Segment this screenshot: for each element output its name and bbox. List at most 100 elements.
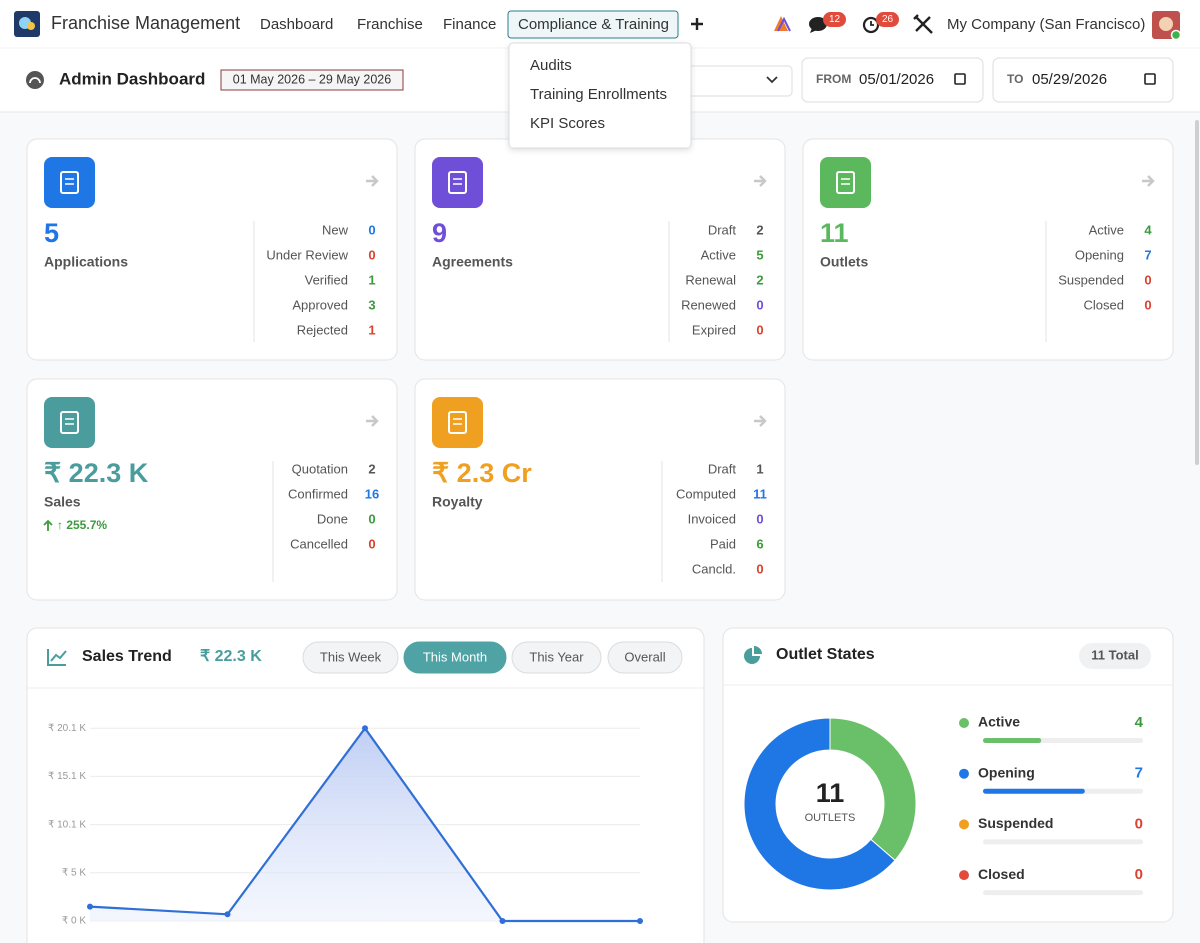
from-date-field[interactable] (801, 57, 984, 103)
card-arrow[interactable] (754, 415, 767, 427)
stat-name: Draft (708, 461, 737, 476)
summary-card[interactable]: 5 Applications New 0 Under Review 0 Verified 1 A… (26, 138, 398, 361)
scrollbar (1195, 120, 1199, 465)
online-dot (1170, 29, 1182, 41)
from-label: FROM (816, 72, 851, 86)
page-title: Admin Dashboard (59, 69, 205, 88)
legend-dot (959, 768, 969, 779)
messages-icon[interactable] (809, 17, 827, 31)
activities-icon-hands (870, 21, 874, 26)
card-box (414, 378, 786, 601)
card-icon-glyph (448, 171, 467, 194)
dropdown-panel (508, 42, 692, 149)
stat-value: 0 (368, 536, 375, 551)
card-box (26, 378, 398, 601)
card-arrow[interactable] (366, 415, 379, 427)
menu-item[interactable]: Franchise (357, 16, 423, 33)
dropdown-item[interactable]: Audits (530, 57, 572, 74)
sales-point (87, 903, 93, 910)
legend-name: Active (978, 714, 1020, 730)
stat-value: 0 (756, 322, 763, 337)
card-icon-glyph (60, 171, 79, 194)
calendar-icon[interactable] (954, 73, 966, 85)
stat-value: 0 (756, 561, 763, 576)
ai-icon-stroke (777, 16, 791, 32)
period-tab-label[interactable]: This Month (423, 649, 487, 664)
add-menu-icon[interactable] (691, 18, 703, 30)
to-date[interactable]: 05/29/2026 (1032, 71, 1107, 88)
progress-track (983, 839, 1143, 845)
summary-card[interactable]: 11 Outlets Active 4 Opening 7 Suspended 0 Closed… (802, 138, 1174, 361)
from-date[interactable]: 05/01/2026 (859, 71, 934, 88)
card-arrow[interactable] (754, 175, 767, 187)
settings-icon[interactable] (913, 14, 933, 34)
period-tab[interactable] (403, 641, 507, 674)
sales-total: ₹ 22.3 K (200, 648, 262, 665)
legend-name: Opening (978, 764, 1035, 780)
stat-value: 0 (368, 247, 375, 262)
stat-name: Paid (710, 536, 736, 551)
period-tab[interactable] (511, 641, 602, 674)
card-value: ₹ 22.3 K (44, 458, 149, 488)
summary-card[interactable]: ₹ 22.3 K Sales ↑ 255.7% Quotation 2 Confirmed… (26, 378, 398, 601)
dropdown-item[interactable]: Training Enrollments (530, 86, 667, 103)
sales-point (499, 918, 506, 924)
legend-value: 4 (1135, 714, 1144, 731)
stat-value: 0 (1144, 297, 1151, 312)
app-name[interactable]: Franchise Management (51, 13, 240, 33)
activities-count: 26 (882, 14, 894, 25)
summary-card[interactable]: ₹ 2.3 Cr Royalty Draft 1 Computed 11 Invoiced 0… (414, 378, 786, 601)
card-icon-lines (65, 178, 74, 185)
messages-badge (823, 12, 846, 27)
stat-name: Verified (305, 272, 348, 287)
card-icon (820, 157, 871, 208)
date-range: 01 May 2026 – 29 May 2026 (233, 72, 391, 86)
card-icon-lines (453, 178, 462, 185)
stat-name: New (322, 222, 349, 237)
stat-name: Renewal (685, 272, 736, 287)
card-icon (44, 157, 95, 208)
period-tab[interactable] (607, 641, 683, 674)
to-date-field[interactable] (992, 57, 1174, 103)
card-icon-lines (453, 418, 462, 425)
calendar-icon[interactable] (1144, 73, 1156, 85)
stat-name: Under Review (266, 247, 348, 262)
change-arrow-icon (43, 519, 53, 531)
active-menu-box (507, 10, 679, 39)
total-badge (1079, 643, 1151, 669)
card-arrow[interactable] (1142, 175, 1155, 187)
card-icon (432, 397, 483, 448)
sales-area (90, 728, 640, 921)
stat-value: 6 (756, 536, 763, 551)
summary-card[interactable]: 9 Agreements Draft 2 Active 5 Renewal 2 Renewed 0… (414, 138, 786, 361)
menu-item[interactable]: Compliance & Training (518, 16, 669, 33)
stat-name: Confirmed (288, 486, 348, 501)
progress-bar (983, 788, 1085, 794)
legend-name: Suspended (978, 815, 1053, 831)
menu-item[interactable]: Dashboard (260, 16, 333, 33)
legend-name: Closed (978, 866, 1025, 882)
card-icon-glyph (836, 171, 855, 194)
card-label: Agreements (432, 254, 513, 270)
dropdown-item[interactable]: KPI Scores (530, 115, 605, 132)
stat-value: 0 (368, 511, 375, 526)
period-tab-label[interactable]: This Year (529, 649, 584, 664)
stat-value: 0 (756, 511, 763, 526)
company-switcher[interactable]: My Company (San Francisco) (947, 16, 1145, 33)
sales-point (362, 725, 368, 732)
period-tab-label[interactable]: Overall (624, 649, 665, 664)
period-tab[interactable] (302, 641, 399, 674)
stat-name: Approved (292, 297, 348, 312)
stat-value: 1 (368, 272, 375, 287)
y-tick-label: ₹ 15.1 K (48, 771, 86, 782)
activities-icon[interactable] (862, 16, 880, 34)
stat-name: Quotation (292, 461, 348, 476)
legend-value: 7 (1135, 765, 1143, 782)
card-arrow[interactable] (366, 175, 379, 187)
donut-segment (829, 717, 917, 862)
period-tab-label[interactable]: This Week (320, 649, 382, 664)
menu-item[interactable]: Finance (443, 16, 496, 33)
card-icon-lines (65, 418, 74, 425)
